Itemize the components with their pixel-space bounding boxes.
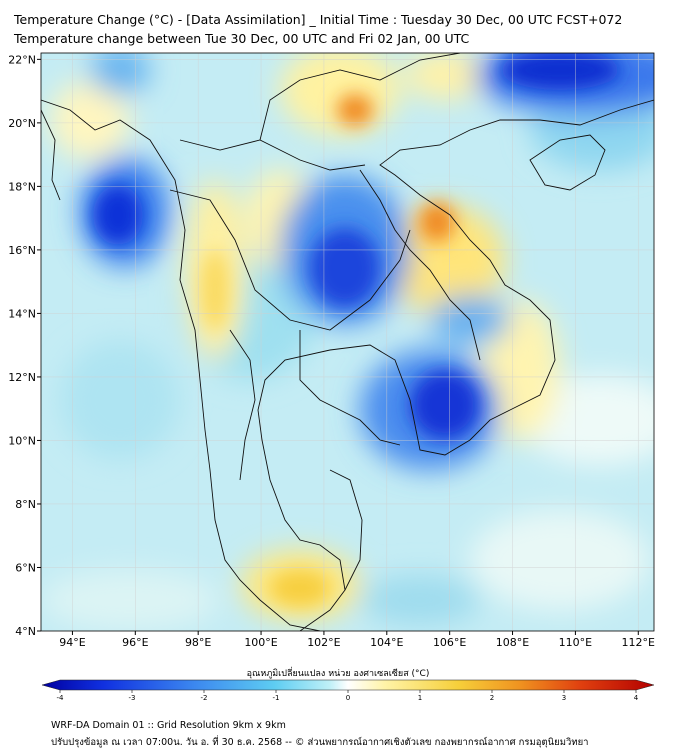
field-smooth-patches	[41, 53, 654, 630]
map-title: Temperature Change (°C) - [Data Assimila…	[14, 12, 623, 27]
latitude-axis-labels: 22°N 20°N 18°N 16°N 14°N 12°N 10°N 8°N 6°N 4°N	[8, 53, 41, 638]
lon-tick-label: 106°E	[433, 636, 466, 649]
map-subtitle: Temperature change between Tue 30 Dec, 0…	[14, 31, 470, 46]
colorbar-tick-label: -3	[129, 694, 136, 702]
lat-tick-label: 6°N	[15, 561, 36, 574]
colorbar-tick-label: 3	[562, 694, 566, 702]
lon-tick-label: 110°E	[559, 636, 592, 649]
temperature-change-map: 94°E 96°E 98°E 100°E 102°E 104°E 106°E 108°E 110…	[8, 52, 655, 702]
colorbar-bar	[41, 679, 655, 691]
colorbar: -4 -3 -2 -1 0 1 2 3 4	[41, 679, 655, 702]
lon-tick-label: 96°E	[122, 636, 148, 649]
colorbar-tick-label: 4	[634, 694, 639, 702]
plot-frame	[40, 52, 655, 632]
lon-tick-label: 94°E	[59, 636, 85, 649]
colorbar-tick-label: 0	[346, 694, 350, 702]
lat-tick-label: 12°N	[8, 371, 36, 384]
lon-tick-label: 98°E	[185, 636, 211, 649]
field-layer	[41, 53, 654, 631]
lat-tick-label: 14°N	[8, 307, 36, 320]
footer-credits: ปรับปรุงข้อมูล ณ เวลา 07:00น. วัน อ. ที่…	[51, 737, 589, 748]
lat-tick-label: 10°N	[8, 434, 36, 447]
lat-tick-label: 16°N	[8, 244, 36, 257]
lon-tick-label: 108°E	[496, 636, 529, 649]
lat-tick-label: 22°N	[8, 53, 36, 66]
longitude-axis-labels: 94°E 96°E 98°E 100°E 102°E 104°E 106°E 108°E 110…	[59, 631, 655, 649]
colorbar-tick-label: -1	[273, 694, 280, 702]
colorbar-ticks: -4 -3 -2 -1 0 1 2 3 4	[57, 690, 639, 702]
colorbar-tick-label: 1	[418, 694, 422, 702]
lon-tick-label: 112°E	[622, 636, 655, 649]
colorbar-tick-label: 2	[490, 694, 494, 702]
lat-tick-label: 8°N	[15, 498, 36, 511]
lat-tick-label: 18°N	[8, 180, 36, 193]
lon-tick-label: 100°E	[244, 636, 277, 649]
lat-tick-label: 4°N	[15, 625, 36, 638]
lon-tick-label: 104°E	[370, 636, 403, 649]
colorbar-title: อุณหภูมิเปลี่ยนแปลง หน่วย องศาเซลเซียส (…	[246, 669, 430, 679]
lat-tick-label: 20°N	[8, 117, 36, 130]
colorbar-tick-label: -4	[57, 694, 65, 702]
colorbar-tick-label: -2	[201, 694, 208, 702]
lon-tick-label: 102°E	[307, 636, 340, 649]
coastlines-borders	[41, 53, 654, 631]
graticule	[41, 53, 654, 631]
footer-model-info: WRF-DA Domain 01 :: Grid Resolution 9km …	[51, 720, 286, 731]
